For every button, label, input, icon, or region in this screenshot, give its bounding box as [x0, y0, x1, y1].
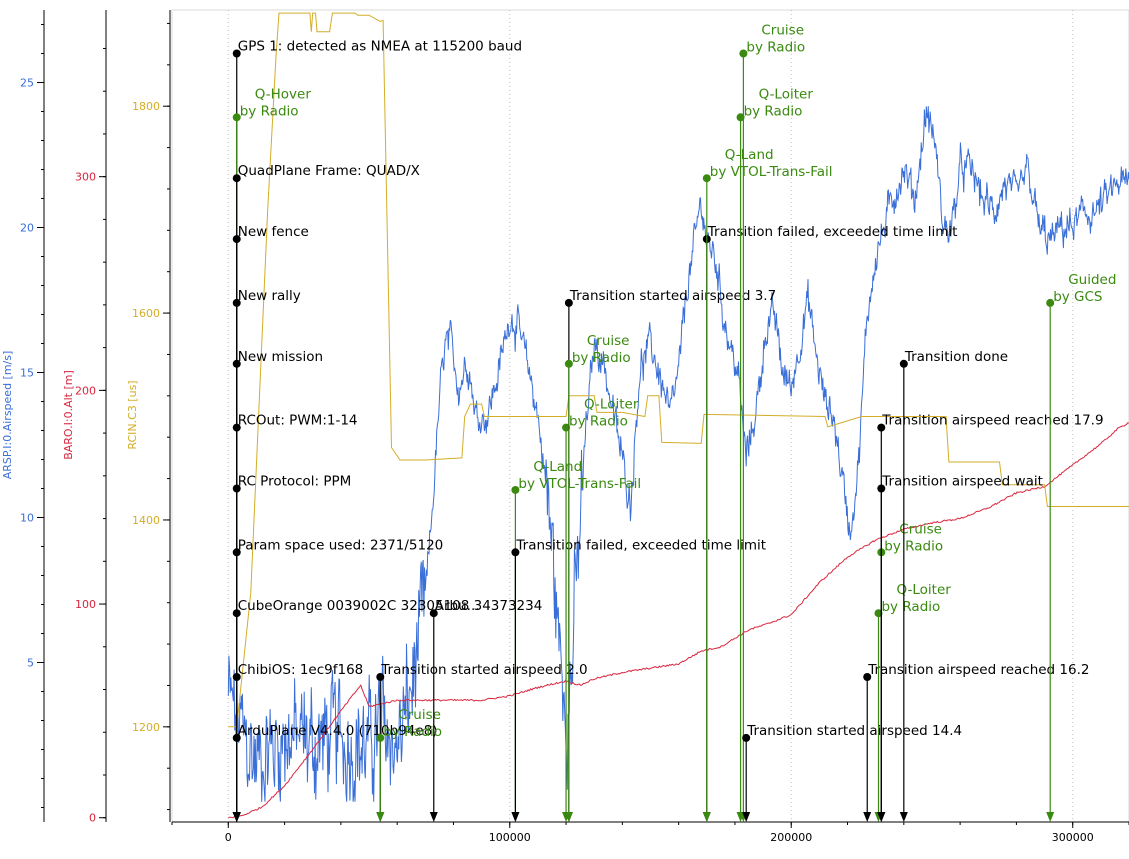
event-label: Transition airspeed reached 16.2: [867, 662, 1089, 678]
event-marker-dot: [232, 174, 241, 183]
x-tick-label: 300000: [1052, 831, 1094, 844]
event-label: GPS 1: detected as NMEA at 115200 baud: [238, 39, 522, 55]
event-marker-dot: [232, 423, 241, 432]
event-marker-dot: [429, 609, 438, 618]
y-tick-label: 25: [20, 77, 34, 90]
event-marker-dot: [899, 359, 908, 368]
event-marker-dot: [376, 673, 385, 681]
event-label: Transition airspeed reached 17.9: [881, 413, 1103, 429]
y-axis-title: RCIN.C3 [us]: [126, 380, 139, 449]
y-tick-label: 1200: [132, 721, 160, 734]
y-axis-title: ARSP.I:0.Airspeed [m/s]: [1, 351, 14, 480]
event-marker-dot: [232, 484, 241, 493]
event-label: ChibiOS: 1ec9f168: [238, 662, 364, 678]
event-marker-dot: [232, 113, 241, 122]
chart-axes: 0 100000 200000 300000 5 10 15 20 25 ARSP.I:0.Air…: [1, 9, 1129, 844]
event-marker-dot: [1046, 298, 1055, 307]
series-line: [228, 422, 1129, 819]
event-label: Transition failed, exceeded time limit: [707, 224, 958, 240]
event-marker-arrow: [899, 812, 908, 822]
event-marker-arrow: [429, 812, 438, 822]
event-marker-dot: [376, 733, 385, 742]
y-tick-label: 5: [27, 657, 34, 670]
event-marker-dot: [232, 548, 241, 557]
event-label: New fence: [238, 224, 309, 240]
event-label: Q-Hover by Radio: [240, 86, 312, 119]
event-marker-arrow: [376, 812, 385, 822]
event-marker-arrow: [511, 812, 520, 822]
x-tick-label: 100000: [489, 831, 531, 844]
event-label: RC Protocol: PPM: [238, 474, 352, 490]
event-marker-dot: [702, 174, 711, 183]
y-tick-label: 0: [89, 812, 96, 825]
event-marker-arrow: [1046, 812, 1055, 822]
event-label: New rally: [238, 288, 301, 304]
event-marker-arrow: [702, 812, 711, 822]
event-label: Q-Loiter by Radio: [744, 86, 814, 119]
event-label: Q-Loiter by Radio: [881, 582, 951, 615]
event-marker-dot: [232, 609, 241, 618]
event-marker-arrow: [232, 812, 241, 822]
event-label: Param space used: 2371/5120: [238, 537, 444, 553]
event-label: Transition airspeed wait: [881, 474, 1043, 490]
chart-series: [227, 12, 1129, 819]
event-label: Cruise by Radio: [746, 23, 805, 56]
event-marker-dot: [232, 359, 241, 368]
x-tick-label: 200000: [770, 831, 812, 844]
y-tick-label: 15: [20, 367, 34, 380]
event-marker-arrow: [742, 812, 751, 822]
event-marker-dot: [564, 298, 573, 307]
event-marker-dot: [863, 673, 872, 681]
event-marker-arrow: [564, 812, 573, 822]
event-label: Transition done: [904, 349, 1008, 365]
y-tick-label: 20: [20, 222, 34, 235]
y-tick-label: 1400: [132, 514, 160, 527]
y-tick-label: 300: [75, 171, 96, 184]
event-label: New mission: [238, 349, 323, 365]
event-label: RCOut: PWM:1-14: [238, 413, 358, 429]
series-line: [228, 12, 1129, 728]
event-marker-dot: [511, 548, 520, 557]
y-tick-label: 200: [75, 384, 96, 397]
event-label: Transition started airspeed 2.0: [380, 662, 587, 678]
event-marker-dot: [742, 733, 751, 742]
event-marker-dot: [232, 49, 241, 58]
event-label: QuadPlane Frame: QUAD/X: [238, 163, 420, 179]
chart-events: GPS 1: detected as NMEA at 115200 baud Q-…: [232, 23, 1116, 822]
y-tick-label: 1600: [132, 307, 160, 320]
event-label: Transition failed, exceeded time limit: [515, 537, 766, 553]
event-marker-dot: [232, 298, 241, 307]
event-marker-dot: [564, 359, 573, 368]
event-marker-dot: [511, 485, 520, 494]
event-marker-dot: [874, 609, 883, 618]
event-marker-arrow: [877, 812, 886, 822]
event-marker-arrow: [863, 812, 872, 822]
event-marker-dot: [877, 423, 886, 432]
event-marker-dot: [562, 423, 571, 432]
event-marker-dot: [736, 113, 745, 122]
y-axis-title: BARO.I:0.Alt [m]: [62, 370, 75, 460]
event-label: ArduPlane V4.4.0 (710b94e8): [238, 723, 438, 739]
y-tick-label: 1800: [132, 100, 160, 113]
event-label: Cruise by Radio: [572, 333, 631, 366]
y-tick-label: 10: [20, 512, 34, 525]
y-tick-label: 100: [75, 598, 96, 611]
event-label: Q-Land by VTOL-Trans-Fail: [518, 459, 641, 492]
event-label: Transition started airspeed 3.7: [569, 288, 776, 304]
event-label: Cruise by Radio: [884, 521, 943, 554]
event-marker-dot: [232, 235, 241, 244]
event-label: Arbu...: [435, 598, 480, 614]
event-label: Guided by GCS: [1053, 272, 1116, 305]
event-label: Cruise by Radio: [383, 707, 442, 740]
event-marker-dot: [232, 673, 241, 681]
event-marker-dot: [739, 49, 748, 58]
event-label: Transition started airspeed 14.4: [746, 723, 962, 739]
event-label: CubeOrange 0039002C 32305108 34373234: [238, 598, 543, 614]
event-marker-dot: [232, 733, 241, 742]
x-tick-label: 0: [225, 831, 232, 844]
event-label: Q-Land by VTOL-Trans-Fail: [710, 147, 833, 180]
series-line: [227, 106, 1129, 802]
event-label: Q-Loiter by Radio: [569, 397, 639, 430]
